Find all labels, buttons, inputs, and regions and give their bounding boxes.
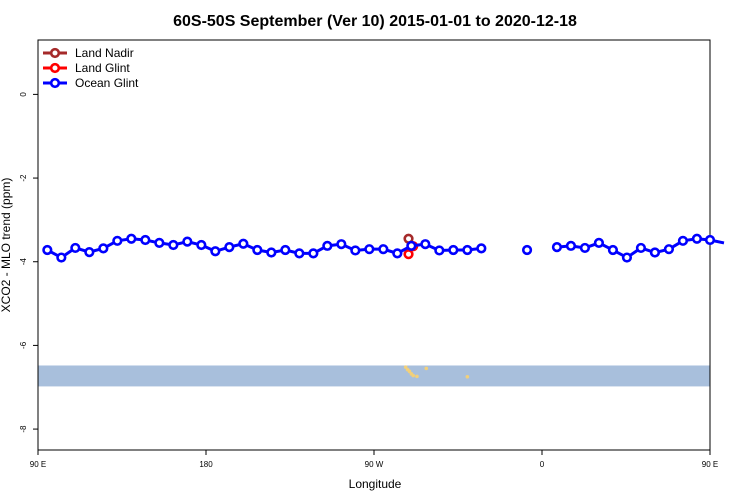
land-patches [403, 365, 470, 379]
ocean-glint-point [112, 235, 123, 246]
ocean-glint-point [126, 233, 137, 244]
ocean-glint-point [56, 252, 67, 263]
ocean-glint-point [336, 239, 347, 250]
ocean-glint-point [98, 243, 109, 254]
ocean-glint-point [649, 247, 661, 258]
ocean-glint-point [364, 244, 375, 255]
ocean-glint-point [607, 244, 619, 256]
ocean-glint-point [565, 240, 577, 251]
ocean-glint-point [224, 241, 235, 253]
ocean-glint-point [308, 248, 319, 259]
ocean-band [38, 365, 710, 387]
ocean-glint-point [448, 244, 459, 256]
ocean-glint-point [70, 242, 81, 254]
ocean-glint-point [691, 233, 703, 244]
ocean-glint-point [462, 244, 473, 256]
ocean-glint-point [294, 248, 305, 259]
x-tick-label: 90 E [702, 460, 718, 469]
series-layer [42, 233, 725, 263]
ocean-glint-point [196, 239, 207, 251]
ocean-glint-point [392, 248, 403, 259]
x-tick-label: 0 [540, 460, 545, 469]
ocean-glint-point [704, 234, 716, 246]
ocean-glint-point [635, 242, 647, 254]
y-tick-label: -8 [19, 425, 28, 433]
legend-marker-ocean-glint [49, 77, 61, 89]
ocean-glint-point [551, 241, 563, 253]
y-tick-label: -6 [19, 341, 28, 349]
ocean-glint-point [621, 252, 633, 263]
land-speck [465, 374, 470, 379]
ocean-band-rect [38, 365, 710, 387]
ocean-glint-point [677, 235, 689, 246]
y-tick-label: 0 [19, 92, 28, 97]
plot-frame [37, 39, 711, 451]
ocean-glint-point [168, 239, 179, 251]
y-axis-label: XCO2 - MLO trend (ppm) [0, 178, 13, 313]
legend-marker-land-nadir [49, 47, 61, 59]
ocean-glint-point [252, 244, 263, 256]
x-axis: 90 E 180 90 W 0 90 E [30, 450, 718, 469]
legend-label-land-nadir: Land Nadir [75, 46, 134, 60]
chart-title: 60S-50S September (Ver 10) 2015-01-01 to… [173, 13, 577, 30]
y-tick-label: -4 [19, 258, 28, 266]
land-speck [407, 369, 412, 374]
ocean-glint-point [238, 238, 249, 249]
ocean-glint-point [476, 243, 487, 254]
land-speck [411, 373, 416, 378]
x-tick-label: 180 [199, 460, 213, 469]
ocean-glint-point [521, 244, 533, 256]
ocean-glint-point [663, 244, 675, 255]
ocean-glint-point [266, 247, 277, 258]
ocean-glint-point [154, 237, 165, 249]
legend-label-land-glint: Land Glint [75, 61, 130, 75]
ocean-glint-point [42, 244, 53, 256]
ocean-glint-point [406, 240, 417, 251]
y-axis: 0 -2 -4 -6 -8 [19, 92, 38, 433]
ocean-glint-point [378, 244, 389, 255]
y-tick-label: -2 [19, 174, 28, 182]
legend-marker-land-glint [49, 62, 61, 74]
land-speck [424, 366, 429, 371]
land-speck [403, 365, 408, 369]
land-speck [415, 374, 419, 379]
ocean-glint-point [210, 246, 221, 257]
ocean-glint-point [434, 245, 445, 256]
ocean-glint-point [84, 247, 95, 258]
ocean-glint-point [593, 237, 605, 249]
ocean-glint-point [140, 234, 151, 246]
ocean-glint-point [420, 239, 431, 250]
ocean-glint-point [579, 242, 591, 254]
ocean-glint-point [182, 236, 193, 247]
x-tick-label: 90 W [365, 460, 384, 469]
legend-label-ocean-glint: Ocean Glint [75, 76, 139, 90]
ocean-glint-point [322, 240, 333, 251]
x-tick-label: 90 E [30, 460, 46, 469]
land-glint-point [403, 249, 414, 260]
ocean-glint-point [280, 244, 291, 256]
x-axis-label: Longitude [349, 477, 402, 491]
ocean-glint-point [350, 245, 361, 256]
